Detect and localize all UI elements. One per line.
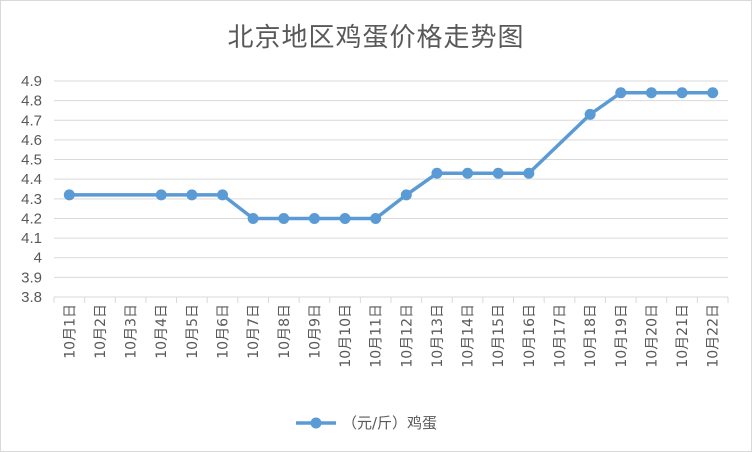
data-point xyxy=(217,189,228,201)
x-tick-label: 10月3日 xyxy=(124,304,140,359)
data-point xyxy=(339,212,351,224)
x-tick-label: 10月16日 xyxy=(522,304,538,368)
x-tick-label: 10月10日 xyxy=(338,304,354,368)
x-tick-label: 10月1日 xyxy=(62,304,78,359)
data-point xyxy=(492,167,504,179)
data-point xyxy=(584,108,596,120)
data-point xyxy=(278,212,290,224)
x-tick-label: 10月18日 xyxy=(583,304,599,368)
y-tick-label: 4.3 xyxy=(21,191,42,208)
data-point xyxy=(155,189,167,201)
x-tick-label: 10月6日 xyxy=(216,304,232,359)
data-point xyxy=(247,212,259,224)
y-tick-label: 4.6 xyxy=(21,132,42,149)
data-point xyxy=(308,212,320,224)
legend-label: （元/斤）鸡蛋 xyxy=(342,414,437,432)
y-tick-label: 3.9 xyxy=(21,269,42,286)
data-point xyxy=(523,167,535,179)
x-tick-label: 10月14日 xyxy=(461,304,477,368)
x-tick-label: 10月13日 xyxy=(430,304,446,368)
y-tick-label: 4.5 xyxy=(21,152,42,169)
y-tick-label: 4 xyxy=(34,250,42,267)
data-point xyxy=(370,212,382,224)
data-point xyxy=(431,167,443,179)
data-point xyxy=(63,189,75,201)
x-tick-label: 10月7日 xyxy=(246,304,262,359)
x-tick-label: 10月4日 xyxy=(154,304,170,359)
x-tick-label: 10月11日 xyxy=(369,304,385,368)
y-tick-label: 4.2 xyxy=(21,210,42,227)
x-tick-label: 10月2日 xyxy=(93,304,109,359)
data-point xyxy=(400,189,412,201)
x-tick-label: 10月21日 xyxy=(675,304,691,368)
series-line xyxy=(67,91,715,221)
data-point xyxy=(615,87,627,99)
y-tick-label: 4.4 xyxy=(21,171,42,188)
y-tick-label: 4.1 xyxy=(21,230,42,247)
legend-marker xyxy=(310,417,322,429)
data-point xyxy=(645,87,657,99)
data-point xyxy=(676,87,688,99)
y-tick-label: 3.8 xyxy=(21,289,42,306)
data-point xyxy=(707,87,719,99)
chart-title: 北京地区鸡蛋价格走势图 xyxy=(227,23,525,53)
x-tick-label: 10月20日 xyxy=(644,304,660,368)
data-point xyxy=(186,189,198,201)
y-tick-label: 4.7 xyxy=(21,112,42,129)
data-point xyxy=(462,167,474,179)
y-tick-label: 4.9 xyxy=(21,73,42,90)
x-tick-label: 10月15日 xyxy=(491,304,507,368)
y-tick-label: 4.8 xyxy=(21,93,42,110)
x-tick-label: 10月22日 xyxy=(706,304,722,368)
x-tick-label: 10月17日 xyxy=(553,304,569,368)
x-tick-label: 10月8日 xyxy=(277,304,293,359)
x-tick-label: 10月9日 xyxy=(307,304,323,359)
x-tick-label: 10月5日 xyxy=(185,304,201,359)
x-tick-label: 10月19日 xyxy=(614,304,630,368)
x-tick-label: 10月12日 xyxy=(399,304,415,368)
